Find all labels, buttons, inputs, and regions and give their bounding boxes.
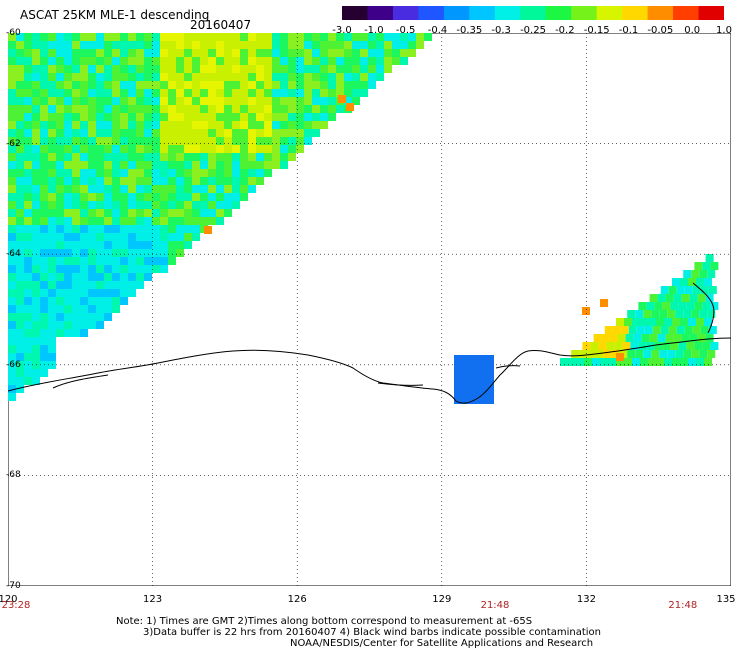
colorbar-segment: [698, 6, 724, 20]
colorbar-segment: [367, 6, 394, 20]
coastline-inner: [52, 282, 715, 389]
colorbar-segment: [545, 6, 572, 20]
lon-label: 132: [576, 594, 596, 605]
footer-credit: NOAA/NESDIS/Center for Satellite Applica…: [290, 638, 594, 649]
colorbar-segment: [571, 6, 598, 20]
colorbar-segment: [494, 6, 521, 20]
map-panel: [8, 33, 731, 586]
colorbar-segment: [673, 6, 700, 20]
lon-label: 120: [0, 594, 18, 605]
lon-label: 135: [716, 594, 736, 605]
colorbar-label: -0.15: [583, 25, 610, 36]
colorbar-label: -0.3: [491, 25, 511, 36]
footer-note-2: 3)Data buffer is 22 hrs from 20160407 4)…: [143, 627, 601, 638]
colorbar-segment: [520, 6, 547, 20]
lat-label: -66: [6, 359, 21, 370]
footer-note-1: Note: 1) Times are GMT 2)Times along bot…: [116, 616, 533, 627]
colorbar-label: -3.0: [332, 25, 352, 36]
map-grid: [8, 33, 731, 586]
colorbar-label: -0.05: [647, 25, 674, 36]
colorbar-label: 1.0: [716, 25, 732, 36]
land-patch: [454, 355, 494, 404]
coastline: [8, 337, 731, 404]
lat-label: -62: [6, 138, 21, 149]
product-date: 20160407: [190, 18, 252, 32]
colorbar-segment: [596, 6, 623, 20]
colorbar: [342, 6, 724, 20]
colorbar-segment: [647, 6, 674, 20]
colorbar-segment: [469, 6, 496, 20]
colorbar-label: -0.25: [520, 25, 546, 36]
lat-label: -60: [6, 28, 21, 38]
colorbar-segment: [418, 6, 445, 20]
product-title: ASCAT 25KM MLE-1 descending: [20, 8, 210, 22]
measurement-time: 21:48: [668, 600, 698, 611]
colorbar-label: -1.0: [364, 25, 384, 36]
lon-label: 129: [432, 594, 452, 605]
colorbar-label: 0.0: [684, 25, 701, 36]
colorbar-segment: [392, 6, 419, 20]
colorbar-label: -0.4: [427, 25, 448, 36]
colorbar-label: -0.2: [555, 25, 575, 36]
colorbar-segment: [443, 6, 470, 20]
colorbar-segment: [342, 6, 368, 20]
lat-label: -70: [6, 581, 21, 591]
colorbar-label: -0.5: [395, 25, 416, 36]
lon-label: 123: [143, 594, 163, 605]
lat-label: -68: [6, 470, 21, 481]
measurement-time: 21:48: [480, 600, 510, 611]
colorbar-segment: [622, 6, 649, 20]
measurement-time: 23:28: [1, 600, 31, 611]
colorbar-label: -0.35: [456, 25, 483, 36]
lat-label: -64: [6, 249, 21, 260]
lon-label: 126: [287, 594, 307, 605]
colorbar-label: -0.1: [618, 25, 639, 36]
